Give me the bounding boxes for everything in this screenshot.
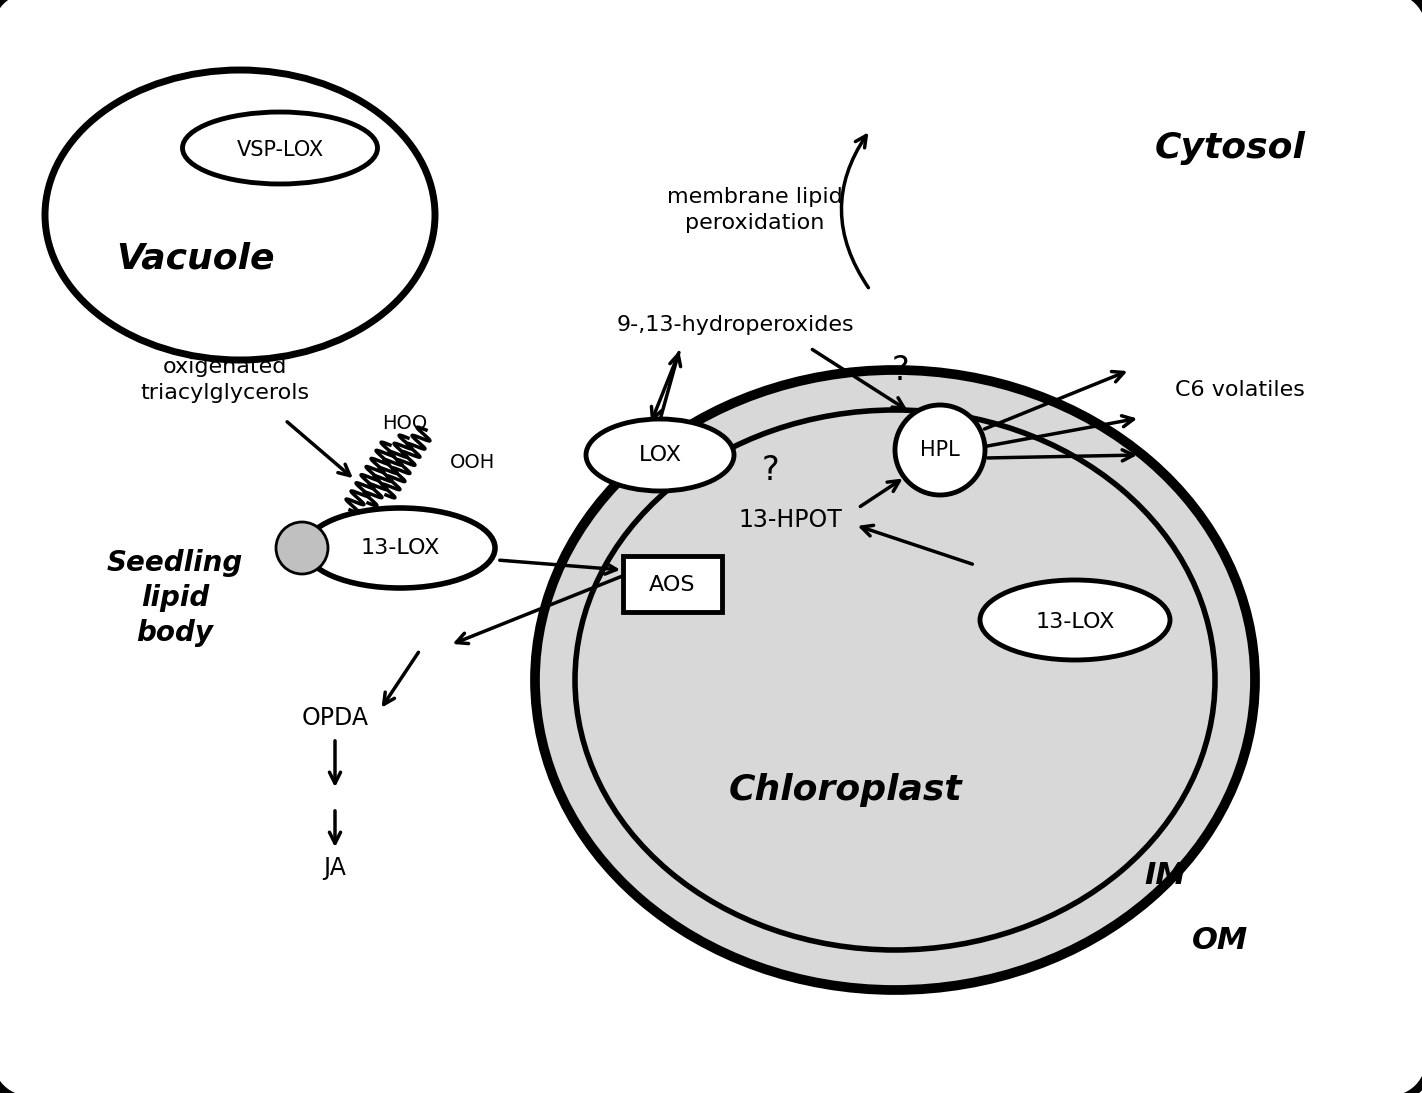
Ellipse shape: [304, 508, 495, 588]
Ellipse shape: [574, 410, 1214, 950]
Text: VSP-LOX: VSP-LOX: [236, 140, 324, 160]
Text: 13-LOX: 13-LOX: [360, 538, 439, 559]
Text: 13-LOX: 13-LOX: [1035, 612, 1115, 632]
Circle shape: [276, 522, 328, 574]
Text: 9-,13-hydroperoxides: 9-,13-hydroperoxides: [616, 315, 853, 334]
Text: Chloroplast: Chloroplast: [728, 773, 961, 807]
Text: ?: ?: [892, 353, 909, 387]
Text: AOS: AOS: [648, 575, 695, 595]
Ellipse shape: [46, 70, 435, 360]
Text: IM: IM: [1145, 860, 1186, 890]
Text: OM: OM: [1192, 926, 1249, 954]
Circle shape: [894, 406, 985, 495]
Ellipse shape: [535, 371, 1256, 990]
Text: C6 volatiles: C6 volatiles: [1175, 380, 1305, 400]
Text: 13-HPOT: 13-HPOT: [738, 508, 842, 532]
Ellipse shape: [980, 580, 1170, 660]
Text: Cytosol: Cytosol: [1155, 131, 1305, 165]
Text: ?: ?: [761, 454, 779, 486]
Text: HOO: HOO: [383, 413, 427, 433]
Text: membrane lipid
peroxidation: membrane lipid peroxidation: [667, 187, 843, 233]
Ellipse shape: [182, 111, 377, 184]
Text: Seedling
lipid
body: Seedling lipid body: [107, 550, 243, 647]
Text: HPL: HPL: [920, 440, 960, 460]
Text: Vacuole: Vacuole: [115, 240, 274, 275]
Text: OOH: OOH: [449, 453, 495, 471]
Text: JA: JA: [324, 856, 347, 880]
Text: OPDA: OPDA: [301, 706, 368, 730]
Text: LOX: LOX: [638, 445, 681, 465]
Text: oxigenated
triacylglycerols: oxigenated triacylglycerols: [141, 356, 310, 403]
FancyBboxPatch shape: [623, 556, 722, 612]
Ellipse shape: [586, 419, 734, 491]
